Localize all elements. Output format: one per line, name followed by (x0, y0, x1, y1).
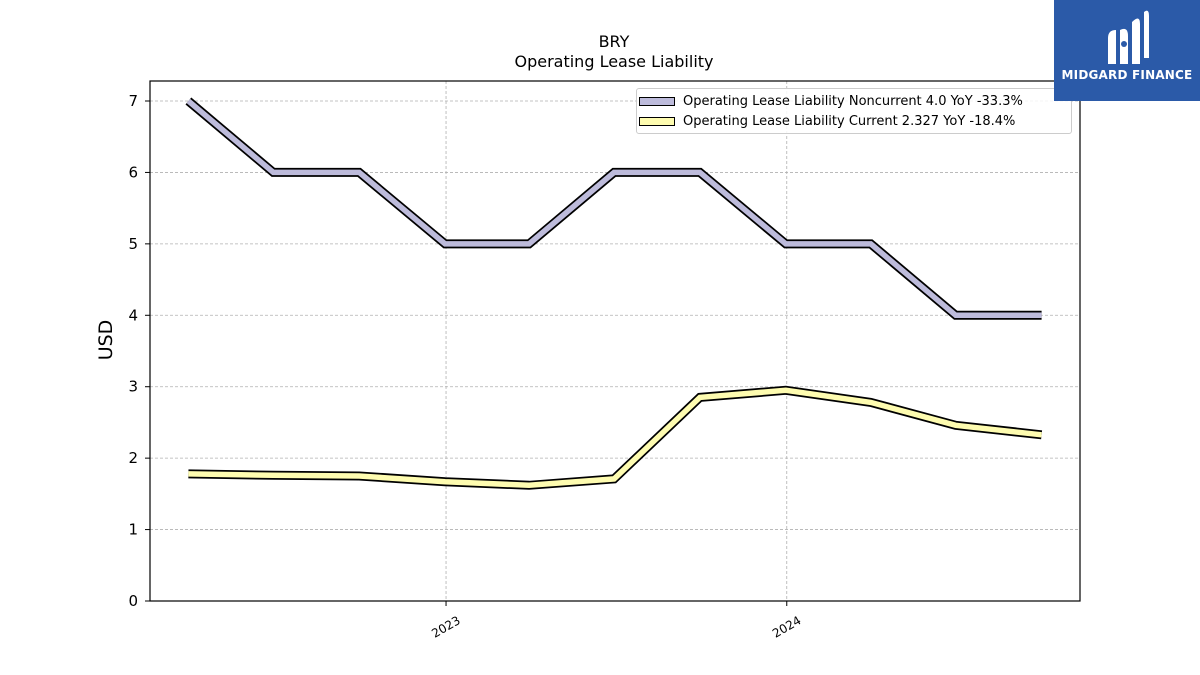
chart-title: BRY (598, 32, 630, 51)
legend-entry-current: Operating Lease Liability Current 2.327 … (637, 111, 1015, 131)
y-tick-label: 0 (128, 592, 138, 610)
y-tick-label: 7 (128, 92, 138, 110)
y-axis-label: USD (95, 319, 117, 361)
legend-label-noncurrent: Operating Lease Liability Noncurrent 4.0… (683, 93, 1023, 109)
midgard-finance-logo: MIDGARD FINANCE (1054, 0, 1200, 101)
chart-legend: Operating Lease Liability Noncurrent 4.0… (636, 88, 1072, 134)
legend-swatch-current (639, 116, 675, 126)
chart-subtitle: Operating Lease Liability (514, 52, 714, 71)
y-tick-label: 5 (128, 235, 138, 253)
plot-area (150, 81, 1080, 601)
logo-mark-icon (1108, 10, 1149, 65)
legend-label-current: Operating Lease Liability Current 2.327 … (683, 113, 1016, 129)
series-line-1 (188, 387, 1042, 489)
y-tick-label: 4 (128, 306, 138, 324)
series-line-0 (186, 98, 1042, 319)
legend-entry-noncurrent: Operating Lease Liability Noncurrent 4.0… (637, 91, 1023, 111)
axes-frame (149, 80, 1081, 602)
y-tick-label: 1 (128, 521, 138, 539)
y-tick-label: 2 (128, 449, 138, 467)
y-tick-label: 3 (128, 378, 138, 396)
legend-swatch-noncurrent (639, 96, 675, 106)
y-tick-label: 6 (128, 163, 138, 181)
logo-text: MIDGARD FINANCE (1061, 68, 1193, 82)
x-tick-label: 2023 (429, 613, 462, 640)
x-tick-label: 2024 (770, 613, 803, 640)
